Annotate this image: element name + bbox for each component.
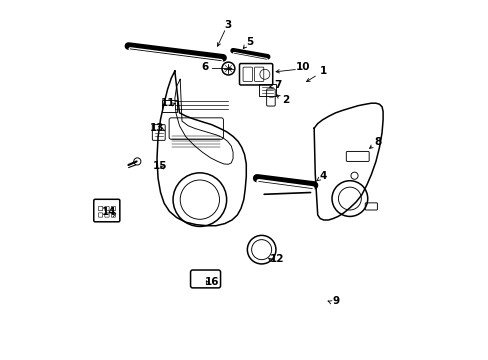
Text: 11: 11 bbox=[160, 98, 175, 108]
Text: 8: 8 bbox=[374, 138, 381, 148]
Text: 7: 7 bbox=[274, 80, 282, 90]
Text: 1: 1 bbox=[319, 66, 326, 76]
Text: 5: 5 bbox=[246, 37, 253, 48]
Text: 3: 3 bbox=[224, 19, 232, 30]
Text: 10: 10 bbox=[296, 63, 310, 72]
Text: 9: 9 bbox=[331, 296, 339, 306]
Text: 15: 15 bbox=[153, 161, 167, 171]
Text: 14: 14 bbox=[101, 207, 116, 217]
Text: 13: 13 bbox=[149, 123, 164, 133]
Text: 6: 6 bbox=[201, 63, 208, 72]
Text: 16: 16 bbox=[204, 277, 219, 287]
Text: 2: 2 bbox=[282, 95, 288, 105]
Text: 12: 12 bbox=[269, 253, 284, 264]
Text: 4: 4 bbox=[319, 171, 326, 181]
